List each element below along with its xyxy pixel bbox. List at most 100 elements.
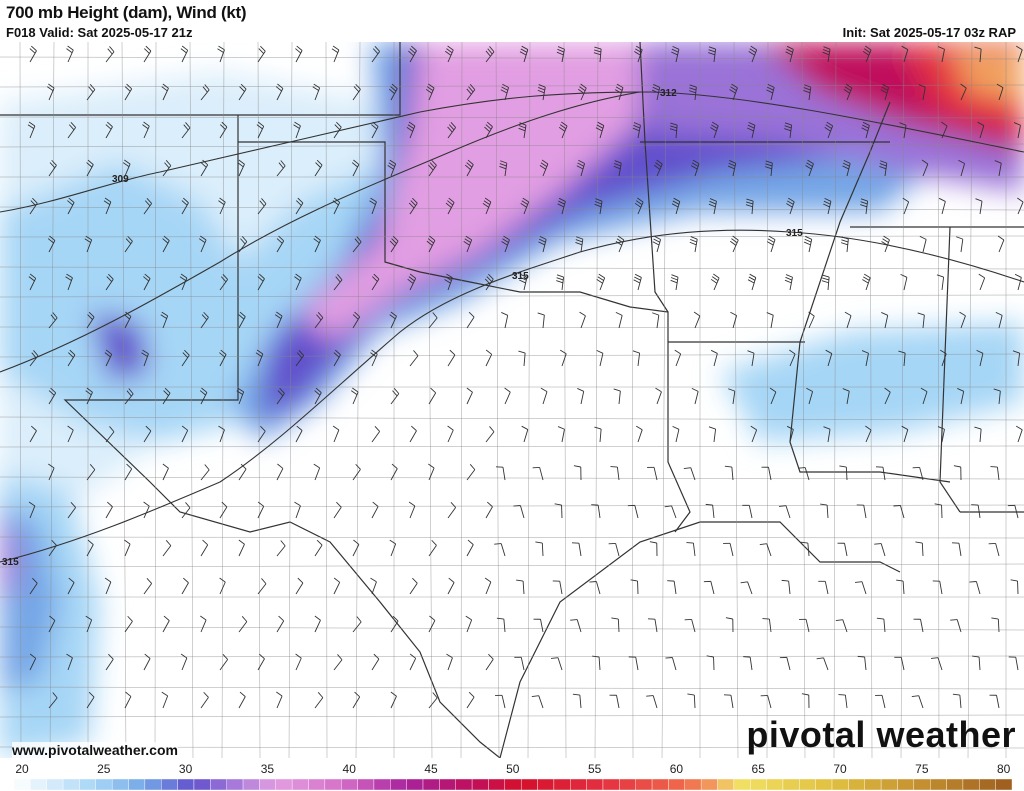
wind-barb [786,425,794,443]
wind-barb [806,387,814,405]
wind-barb [808,311,815,329]
wind-barb [727,160,737,177]
county-line [19,42,22,758]
wind-barb [537,312,545,329]
wind-barb [198,235,207,253]
colorbar-swatch [373,778,391,791]
wind-barb [447,121,457,139]
wind-barb [822,46,831,63]
wind-barb [124,691,132,709]
colorbar-swatch [471,778,489,791]
wind-barb [370,577,377,595]
wind-barb [856,504,867,519]
wind-barb [789,349,796,367]
wind-barb [219,349,227,367]
wind-barb [86,539,94,557]
wind-barb [485,426,495,443]
county-line [154,42,157,758]
wind-barb [238,311,246,329]
wind-barb [820,503,829,519]
wind-barb [708,198,717,215]
wind-barb [557,426,565,443]
wind-barb [611,617,620,633]
wind-barb [48,539,57,557]
wind-barb [409,425,417,443]
wind-barb [485,653,494,671]
wind-barbs [27,45,1024,709]
wind-barb [881,312,889,329]
wind-barb [200,84,210,101]
colorbar-swatch [602,778,620,791]
wind-barb [1015,425,1023,443]
wind-barb [495,694,506,709]
wind-barb [1014,273,1022,291]
wind-barb [664,505,677,519]
wind-barb [613,160,622,177]
wind-barb [294,501,301,519]
county-line [0,655,1024,658]
wind-barb [764,160,773,177]
colorbar-swatch [357,778,375,791]
wind-barb [85,387,93,405]
wind-barb [485,349,493,367]
wind-barb [575,236,584,253]
wind-barb [559,349,567,367]
wind-barb [425,83,435,101]
wind-barb [501,235,510,253]
wind-barb [683,467,696,481]
wind-barb [390,463,398,481]
colorbar-swatch [275,778,293,791]
colorbar-swatch [177,778,195,791]
wind-barb [482,197,492,215]
wind-barb [428,692,438,709]
wind-barb [408,197,418,215]
wind-barb [652,235,662,253]
wind-barb [724,465,734,481]
wind-barb [143,577,153,595]
wind-barb [578,83,587,101]
wind-barb [408,45,417,63]
wind-barb [894,656,905,671]
wind-barb [219,577,226,595]
wind-barb [162,463,169,481]
wind-barb [180,45,189,63]
county-line [460,42,463,758]
colorbar-swatch [422,778,440,791]
wind-barb [996,83,1004,101]
wind-barb [760,694,772,709]
wind-barb [409,577,418,595]
wind-barb [915,541,924,557]
wind-barb [84,235,93,253]
wind-barb [729,83,738,101]
county-line [0,563,1024,568]
wind-barb [994,160,1002,177]
wind-barb [919,235,927,253]
wind-barb [684,618,696,633]
wind-barb [218,197,226,215]
wind-barb [428,387,437,405]
wind-barb [444,273,453,291]
county-line [937,42,940,758]
wind-barb [803,84,812,101]
colorbar-swatch [210,778,227,791]
contour-label-315: 315 [2,557,19,568]
wind-barb [464,159,474,177]
county-line [0,326,1024,329]
wind-barb [840,236,849,253]
wind-barb [218,425,225,443]
wind-barb [988,542,1000,557]
wind-barb [1013,122,1021,139]
colorbar-swatch [341,778,358,791]
wind-barb [276,691,283,709]
colorbar-swatch [308,778,326,791]
wind-barb [105,121,113,139]
wind-barb [143,653,151,671]
wind-barb [745,198,754,215]
colorbar-swatch [897,778,915,791]
wind-barb [352,463,361,481]
colorbar-swatch [864,778,882,791]
wind-barb [723,542,734,557]
county-line [0,56,1024,60]
wind-barb [67,197,75,215]
wind-barb [390,388,400,405]
